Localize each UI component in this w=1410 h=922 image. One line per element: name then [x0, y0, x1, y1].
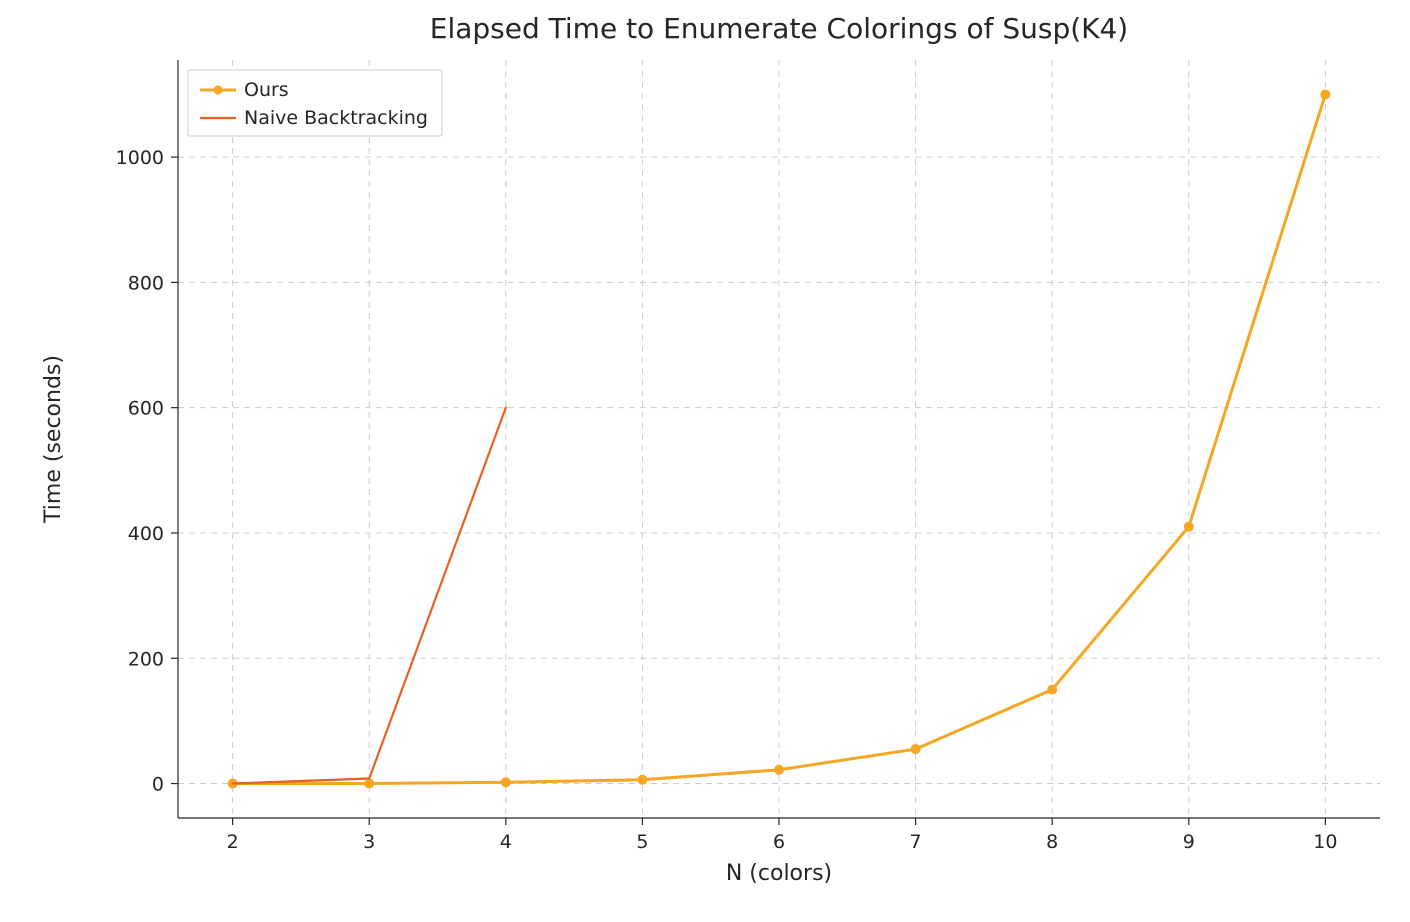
chart-container: 2 3 4 5 6 7 8 9 10 0 200 400 600 800 1000 N (colors) Tim…	[0, 0, 1410, 922]
y-tick-label: 800	[128, 272, 164, 294]
series-marker-0	[775, 765, 784, 774]
legend-label: Ours	[244, 79, 289, 101]
series-marker-0	[501, 778, 510, 787]
x-tick-label: 7	[910, 831, 922, 853]
y-tick-label: 400	[128, 523, 164, 545]
series-marker-0	[1321, 90, 1330, 99]
legend-label: Naive Backtracking	[244, 107, 428, 129]
x-tick-label: 4	[500, 831, 512, 853]
series-marker-0	[365, 779, 374, 788]
x-tick-label: 10	[1313, 831, 1337, 853]
x-tick-label: 8	[1046, 831, 1058, 853]
y-axis-label: Time (seconds)	[41, 355, 66, 524]
series-marker-0	[638, 775, 647, 784]
series-marker-0	[911, 745, 920, 754]
x-tick-label: 5	[636, 831, 648, 853]
y-tick-label: 0	[152, 774, 164, 796]
x-tick-label: 6	[773, 831, 785, 853]
series-line-1	[233, 408, 506, 784]
x-tick-label: 2	[227, 831, 239, 853]
y-tick-label: 200	[128, 648, 164, 670]
legend-swatch-marker	[214, 86, 223, 95]
chart-title: Elapsed Time to Enumerate Colorings of S…	[430, 12, 1128, 45]
x-axis-label: N (colors)	[726, 861, 832, 886]
x-tick-label: 3	[363, 831, 375, 853]
y-tick-label: 1000	[116, 147, 164, 169]
series-marker-0	[1048, 685, 1057, 694]
x-tick-label: 9	[1183, 831, 1195, 853]
line-chart: 2 3 4 5 6 7 8 9 10 0 200 400 600 800 1000 N (colors) Tim…	[0, 0, 1410, 922]
y-tick-label: 600	[128, 398, 164, 420]
series-marker-0	[1184, 522, 1193, 531]
